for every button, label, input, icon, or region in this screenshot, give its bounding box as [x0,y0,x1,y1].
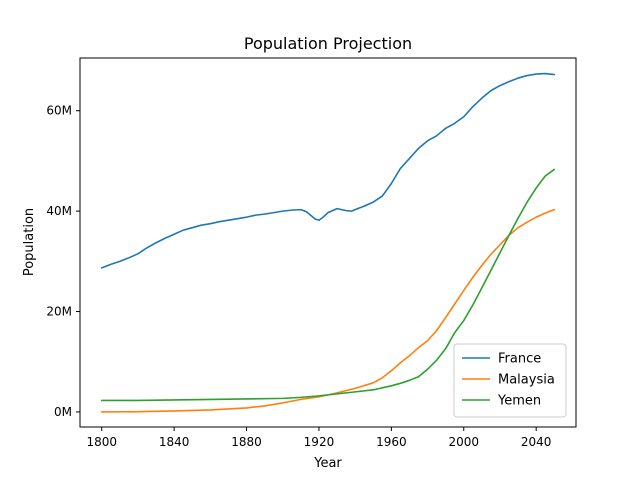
plot-area-frame [79,57,577,428]
x-tick-label: 2040 [521,435,552,449]
x-tick-label: 1960 [376,435,407,449]
x-tick-label: 1880 [231,435,262,449]
series-line-malaysia [100,208,556,413]
series-layer [100,72,556,413]
y-tick-label: 0M [54,405,72,419]
chart-title: Population Projection [244,34,412,53]
y-axis: 0M 20M 40M 60M [46,104,80,419]
series-line-yemen [100,168,556,402]
series-line-france [100,72,556,269]
x-tick-label: 1840 [159,435,190,449]
legend: France Malaysia Yemen [453,343,567,418]
x-axis-label: Year [313,456,342,471]
legend-label-france: France [498,352,541,367]
x-axis: 1800 1840 1880 1920 1960 2000 2040 [86,427,551,449]
y-tick-label: 60M [46,104,72,118]
y-tick-label: 40M [46,204,72,218]
x-tick-label: 2000 [448,435,479,449]
legend-label-malaysia: Malaysia [498,373,555,388]
x-tick-label: 1920 [304,435,335,449]
y-axis-label: Population [22,208,37,276]
y-tick-label: 20M [46,305,72,319]
legend-frame [453,343,567,418]
x-tick-label: 1800 [86,435,117,449]
legend-label-yemen: Yemen [497,394,541,409]
